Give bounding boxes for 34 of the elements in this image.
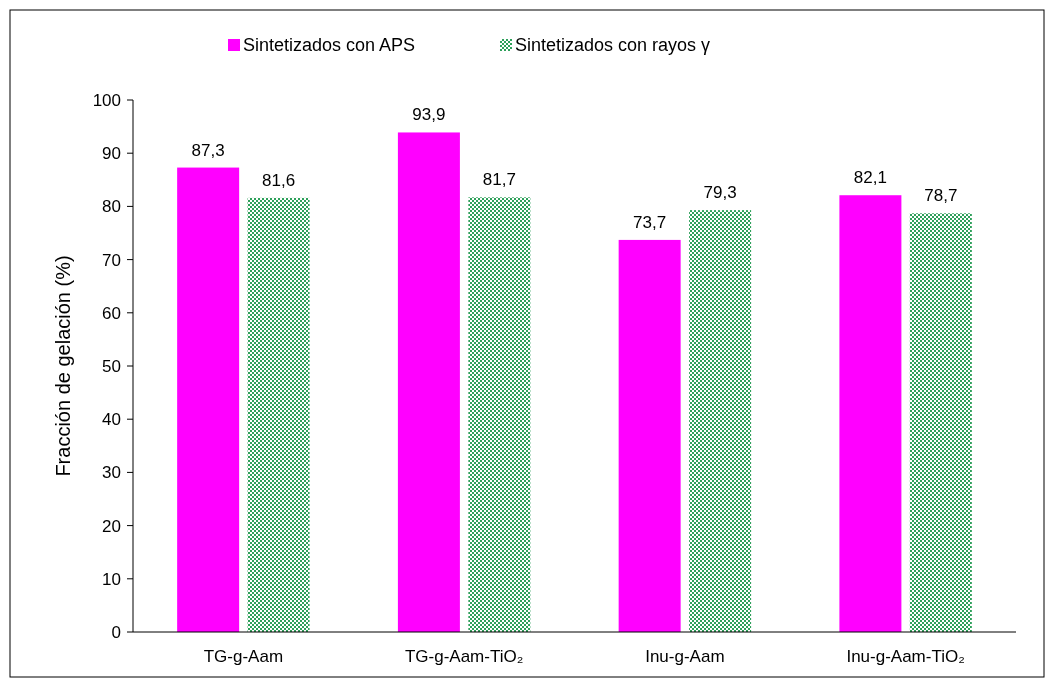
x-tick-label: Inu-g-Aam-TiO₂ (846, 647, 965, 666)
bar (689, 210, 752, 632)
y-tick-label: 10 (102, 569, 121, 589)
y-tick-label: 60 (102, 303, 121, 323)
y-tick-label: 30 (102, 463, 121, 483)
data-label: 79,3 (703, 183, 737, 203)
bar (397, 132, 460, 632)
bar (909, 213, 972, 632)
data-label: 81,6 (262, 170, 296, 190)
data-label: 87,3 (191, 140, 225, 160)
y-tick-label: 50 (102, 356, 121, 376)
data-label: 78,7 (924, 186, 958, 206)
bar (247, 197, 310, 632)
legend-label: Sintetizados con rayos γ (515, 35, 711, 56)
y-tick-label: 70 (102, 250, 121, 270)
legend-label: Sintetizados con APS (243, 35, 416, 56)
bar (839, 195, 902, 632)
y-tick-label: 20 (102, 516, 121, 536)
y-tick-label: 80 (102, 197, 121, 217)
x-tick-label: TG-g-Aam (203, 647, 284, 666)
data-label: 82,1 (853, 168, 887, 188)
bar (177, 167, 240, 632)
x-tick-label: TG-g-Aam-TiO₂ (404, 647, 524, 666)
y-tick-label: 90 (102, 144, 121, 164)
data-label: 73,7 (633, 212, 667, 232)
data-label: 93,9 (412, 105, 446, 125)
data-label: 81,7 (482, 170, 516, 190)
y-axis-title: Fracción de gelación (%) (52, 255, 74, 477)
bar (618, 239, 681, 632)
y-tick-label: 100 (92, 90, 121, 110)
y-tick-label: 0 (111, 622, 121, 642)
bar (468, 197, 531, 632)
x-tick-label: Inu-g-Aam (645, 647, 725, 666)
y-tick-label: 40 (102, 410, 121, 430)
